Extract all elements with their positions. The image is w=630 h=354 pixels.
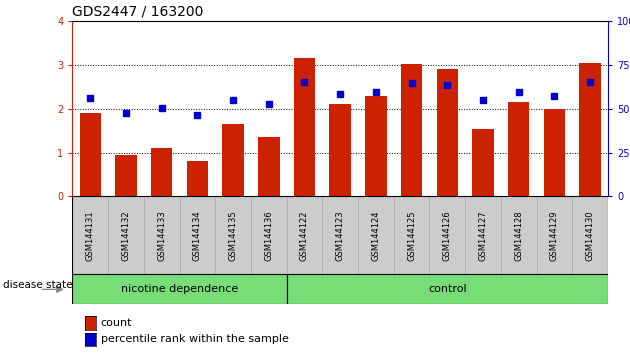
Bar bbox=[537, 196, 572, 274]
Bar bbox=[358, 196, 394, 274]
Bar bbox=[222, 124, 244, 196]
Text: GSM144126: GSM144126 bbox=[443, 210, 452, 261]
Bar bbox=[287, 196, 323, 274]
Text: control: control bbox=[428, 284, 467, 295]
Bar bbox=[72, 196, 108, 274]
Text: GSM144134: GSM144134 bbox=[193, 210, 202, 261]
Text: GSM144122: GSM144122 bbox=[300, 210, 309, 261]
Text: GSM144131: GSM144131 bbox=[86, 210, 94, 261]
Text: nicotine dependence: nicotine dependence bbox=[121, 284, 238, 295]
Bar bbox=[79, 113, 101, 196]
Bar bbox=[544, 109, 565, 196]
Bar bbox=[437, 69, 458, 196]
Bar bbox=[186, 161, 208, 196]
Bar bbox=[572, 196, 608, 274]
Bar bbox=[215, 196, 251, 274]
Text: GSM144136: GSM144136 bbox=[265, 210, 273, 261]
Bar bbox=[251, 196, 287, 274]
Bar bbox=[108, 196, 144, 274]
Bar bbox=[258, 137, 280, 196]
Bar bbox=[465, 196, 501, 274]
Bar bbox=[329, 104, 351, 196]
Text: GSM144123: GSM144123 bbox=[336, 210, 345, 261]
Text: GSM144133: GSM144133 bbox=[158, 210, 166, 261]
Text: count: count bbox=[101, 318, 132, 328]
Bar bbox=[144, 196, 180, 274]
Text: disease state: disease state bbox=[3, 280, 72, 290]
Text: GSM144132: GSM144132 bbox=[122, 210, 130, 261]
Text: GSM144135: GSM144135 bbox=[229, 210, 238, 261]
Text: GSM144127: GSM144127 bbox=[479, 210, 488, 261]
Bar bbox=[287, 274, 608, 304]
Text: GSM144128: GSM144128 bbox=[514, 210, 523, 261]
Bar bbox=[72, 274, 287, 304]
Bar bbox=[472, 129, 494, 196]
Bar bbox=[580, 63, 601, 196]
Bar bbox=[501, 196, 537, 274]
Bar bbox=[151, 148, 173, 196]
Bar bbox=[323, 196, 358, 274]
Bar bbox=[294, 58, 315, 196]
Bar bbox=[365, 96, 387, 196]
Text: GSM144125: GSM144125 bbox=[407, 210, 416, 261]
Bar bbox=[394, 196, 430, 274]
Bar bbox=[180, 196, 215, 274]
Bar bbox=[401, 64, 422, 196]
Text: GSM144129: GSM144129 bbox=[550, 210, 559, 261]
Bar bbox=[115, 155, 137, 196]
Bar bbox=[508, 102, 529, 196]
Text: percentile rank within the sample: percentile rank within the sample bbox=[101, 334, 289, 344]
Text: GDS2447 / 163200: GDS2447 / 163200 bbox=[72, 5, 204, 19]
Bar bbox=[430, 196, 465, 274]
Text: GSM144124: GSM144124 bbox=[372, 210, 381, 261]
Text: GSM144130: GSM144130 bbox=[586, 210, 595, 261]
